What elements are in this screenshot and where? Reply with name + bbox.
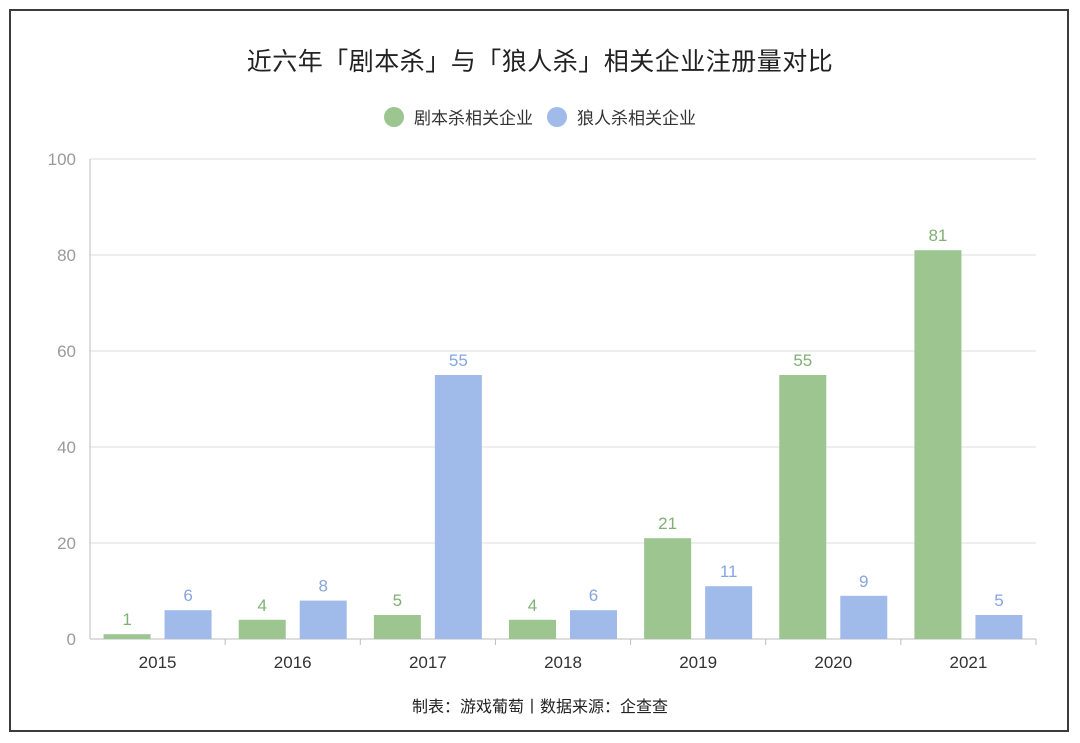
data-label-script-kill: 81 [928, 226, 947, 245]
data-label-script-kill: 4 [257, 596, 266, 615]
data-label-script-kill: 1 [122, 610, 131, 629]
data-label-werewolf: 55 [449, 351, 468, 370]
bar-werewolf [705, 586, 753, 639]
x-tick-label: 2020 [814, 653, 852, 672]
x-tick-label: 2015 [139, 653, 177, 672]
data-label-script-kill: 5 [393, 591, 402, 610]
data-label-script-kill: 55 [793, 351, 812, 370]
bar-script-kill [779, 375, 827, 639]
data-label-werewolf: 9 [859, 572, 868, 591]
data-label-script-kill: 21 [658, 514, 677, 533]
bar-werewolf [840, 595, 888, 639]
x-tick-label: 2017 [409, 653, 447, 672]
x-tick-label: 2016 [274, 653, 312, 672]
y-tick-label: 80 [57, 246, 76, 265]
chart-title: 近六年「剧本杀」与「狼人杀」相关企业注册量对比 [246, 47, 834, 76]
data-label-script-kill: 4 [528, 596, 537, 615]
data-label-werewolf: 8 [318, 577, 327, 596]
legend-swatch-script-kill [384, 106, 404, 127]
bar-script-kill [238, 619, 286, 639]
legend-swatch-werewolf [547, 106, 567, 127]
bar-script-kill [103, 634, 151, 639]
data-label-werewolf: 6 [183, 586, 192, 605]
x-tick-label: 2018 [544, 653, 582, 672]
chart-caption: 制表：游戏葡萄丨数据来源：企查查 [411, 697, 668, 716]
legend-item-werewolf[interactable]: 狼人杀相关企业 [547, 104, 696, 129]
data-label-werewolf: 6 [589, 586, 598, 605]
bar-werewolf [570, 610, 617, 639]
y-tick-label: 40 [57, 438, 76, 457]
data-label-werewolf: 5 [994, 591, 1003, 610]
bar-script-kill [373, 615, 421, 639]
bar-script-kill [914, 250, 962, 639]
y-tick-label: 100 [48, 150, 76, 169]
y-tick-label: 0 [67, 630, 76, 649]
bar-script-kill [644, 538, 692, 639]
legend-label-script-kill: 剧本杀相关企业 [414, 109, 533, 129]
bar-werewolf [299, 600, 347, 639]
bar-werewolf [434, 375, 482, 639]
y-tick-label: 60 [57, 342, 76, 361]
bar-werewolf [975, 615, 1023, 639]
bar-werewolf [164, 610, 212, 639]
chart-legend: 剧本杀相关企业 狼人杀相关企业 [0, 104, 1080, 129]
x-tick-label: 2019 [679, 653, 717, 672]
legend-item-script-kill[interactable]: 剧本杀相关企业 [384, 104, 533, 129]
y-tick-label: 20 [57, 534, 76, 553]
data-label-werewolf: 11 [720, 562, 738, 581]
legend-label-werewolf: 狼人杀相关企业 [577, 109, 696, 129]
bar-script-kill [509, 619, 556, 639]
x-tick-label: 2021 [950, 653, 988, 672]
